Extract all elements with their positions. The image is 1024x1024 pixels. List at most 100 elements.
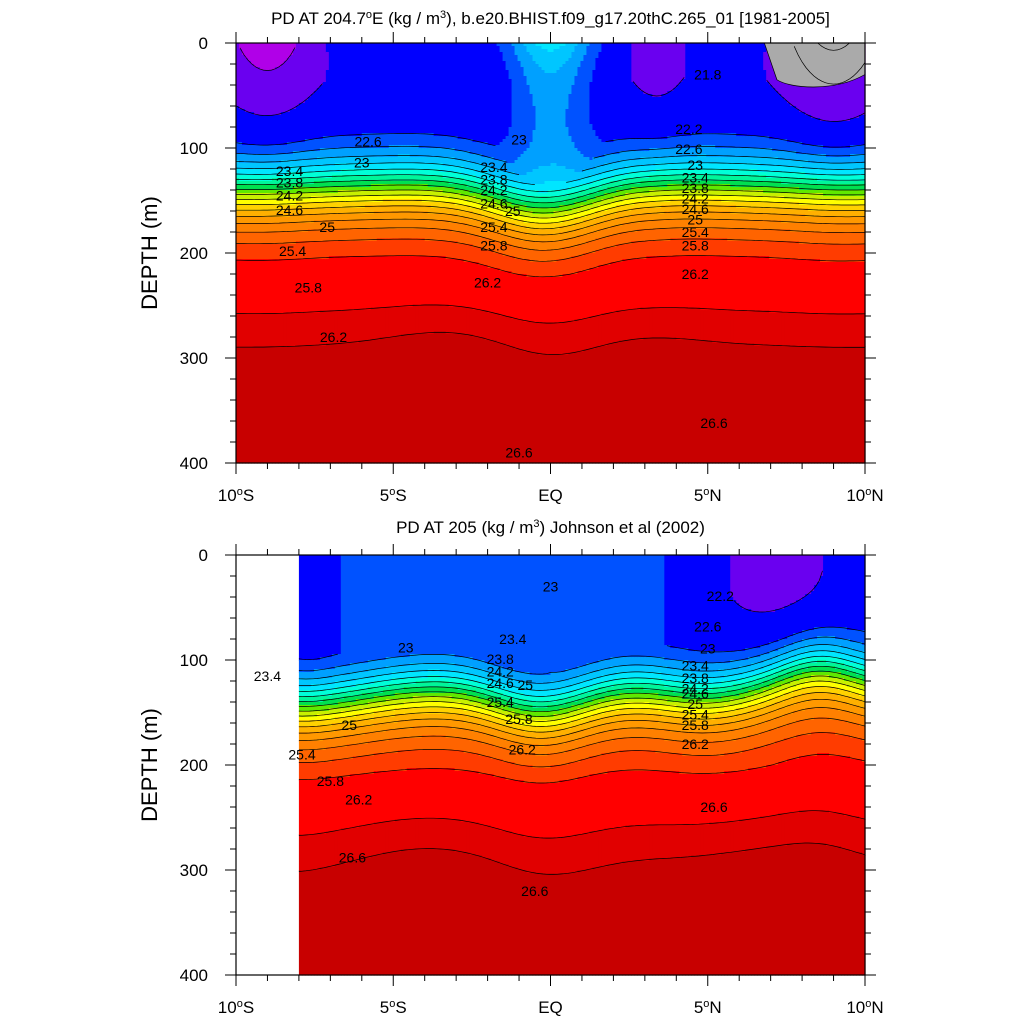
contour-cell <box>700 256 704 311</box>
contour-cell <box>790 106 794 143</box>
contour-cell <box>760 256 764 311</box>
contour-cell <box>346 181 351 188</box>
contour-cell <box>535 229 540 236</box>
contour-cell <box>568 181 573 188</box>
contour-cell <box>577 193 582 197</box>
contour-cell <box>517 247 522 260</box>
contour-cell <box>352 229 357 242</box>
contour-cell <box>688 211 692 221</box>
contour-cell <box>646 181 650 188</box>
contour-cell <box>607 265 612 314</box>
contour-cell <box>247 232 252 245</box>
contour-cell <box>586 241 591 254</box>
contour-cell <box>595 181 600 188</box>
contour-cell <box>583 169 588 179</box>
contour-cell <box>286 172 291 179</box>
contour-cell <box>361 196 366 203</box>
contour-cell <box>304 223 309 233</box>
contour-cell <box>301 187 306 194</box>
contour-cell <box>460 199 465 206</box>
contour-cell <box>559 205 564 212</box>
contour-cell <box>397 205 402 212</box>
contour-cell <box>331 136 336 149</box>
contour-cell <box>700 340 704 464</box>
contour-cell <box>469 226 474 236</box>
contour-cell <box>481 205 486 212</box>
contour-cell <box>322 43 327 83</box>
contour-cell <box>814 163 818 170</box>
contour-cell <box>358 241 363 257</box>
contour-cell <box>508 208 513 215</box>
contour-cell <box>742 187 746 191</box>
contour-cell <box>787 208 791 215</box>
contour-cell <box>292 49 297 110</box>
contour-cell <box>682 163 686 170</box>
contour-cell <box>523 250 528 260</box>
contour-cell <box>451 208 456 215</box>
contour-cell <box>766 136 770 149</box>
contour-cell <box>643 193 647 197</box>
contour-cell <box>370 214 375 221</box>
contour-cell <box>796 346 800 464</box>
contour-cell <box>424 220 429 230</box>
contour-cell <box>628 217 632 224</box>
contour-cell <box>745 148 749 158</box>
contour-cell <box>262 115 267 146</box>
contour-cell <box>547 43 552 53</box>
contour-cell <box>772 88 776 140</box>
contour-cell <box>532 217 537 224</box>
contour-cell <box>484 166 489 173</box>
contour-cell <box>268 205 273 212</box>
contour-cell <box>589 349 594 464</box>
contour-cell <box>541 166 546 185</box>
contour-cell <box>493 160 498 170</box>
contour-cell <box>499 43 504 53</box>
contour-cell <box>790 208 794 215</box>
contour-cell <box>271 346 276 464</box>
contour-cell <box>808 259 812 314</box>
contour-cell <box>835 205 839 212</box>
contour-cell <box>646 208 650 215</box>
contour-cell <box>253 313 258 347</box>
contour-cell <box>544 166 549 182</box>
contour-cell <box>526 250 531 260</box>
contour-cell <box>775 91 779 140</box>
contour-cell <box>355 190 360 197</box>
contour-cell <box>682 190 686 197</box>
contour-cell <box>277 178 282 185</box>
contour-cell <box>508 199 513 203</box>
contour-cell <box>754 148 758 158</box>
contour-cell <box>292 43 297 50</box>
contour-cell <box>532 208 537 215</box>
contour-cell <box>712 220 716 230</box>
contour-cell <box>589 208 594 215</box>
contour-cell <box>730 343 734 464</box>
contour-cell <box>691 238 695 257</box>
contour-cell <box>772 229 776 242</box>
contour-cell <box>253 175 258 182</box>
contour-cell <box>391 196 396 200</box>
contour-cell <box>601 250 606 266</box>
contour-cell <box>292 193 297 200</box>
contour-cell <box>499 178 504 185</box>
contour-cell <box>508 214 513 218</box>
contour-cell <box>442 166 447 173</box>
contour-cell <box>385 163 390 170</box>
contour-cell <box>277 154 282 164</box>
contour-cell <box>436 229 441 242</box>
contour-cell <box>766 220 770 230</box>
contour-cell <box>499 205 504 212</box>
contour-cell <box>664 139 668 149</box>
contour-cell <box>490 208 495 215</box>
contour-cell <box>805 169 809 176</box>
contour-cell <box>244 169 249 176</box>
contour-cell <box>835 211 839 218</box>
contour-cell <box>592 226 597 233</box>
contour-cell <box>328 208 333 215</box>
contour-cell <box>526 85 531 149</box>
contour-cell <box>409 205 414 212</box>
contour-cell <box>400 205 405 212</box>
contour-cell <box>751 214 755 221</box>
contour-cell <box>592 349 597 464</box>
contour-cell <box>649 196 653 203</box>
